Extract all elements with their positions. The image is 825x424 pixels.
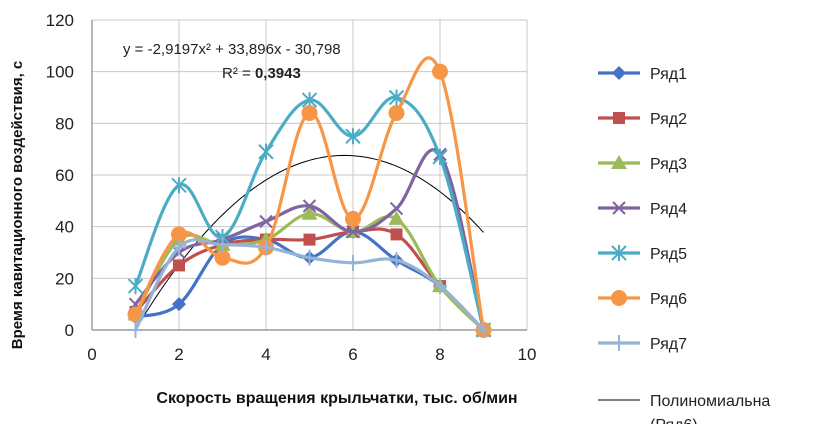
y-axis-label: Время кавитационного воздействия, с (9, 61, 26, 350)
x-tick-label: 10 (518, 345, 537, 364)
data-point (346, 254, 360, 271)
legend-item: Ряд2 (598, 111, 687, 128)
data-point (215, 236, 230, 253)
y-tick-label: 20 (55, 269, 74, 288)
legend-label: Ряд7 (650, 336, 687, 353)
x-axis-label: Скорость вращения крыльчатки, тыс. об/ми… (156, 390, 517, 407)
legend-label: Ряд2 (650, 111, 687, 128)
y-tick-label: 120 (46, 11, 74, 30)
data-point (173, 259, 185, 272)
data-point (303, 233, 316, 246)
legend-marker (612, 335, 626, 351)
trendline-equation-text: y = -2,9197x² + 33,896x - 30,798 (123, 41, 341, 58)
legend-item: Ряд3 (598, 155, 687, 173)
legend-label: Ряд1 (650, 66, 687, 83)
legend-item: Ряд4 (598, 201, 687, 218)
x-tick-label: 8 (435, 345, 444, 364)
data-point (259, 214, 273, 229)
y-tick-label: 0 (65, 321, 74, 340)
data-point (433, 278, 447, 295)
data-point (476, 322, 491, 338)
legend-label: Ряд6 (650, 291, 687, 308)
series-layer (127, 56, 492, 338)
data-point (171, 177, 187, 194)
x-tick-label: 6 (348, 345, 357, 364)
data-point (302, 199, 317, 213)
data-point (128, 322, 143, 338)
series-5 (127, 89, 492, 338)
legend-label: Ряд4 (650, 201, 687, 218)
data-point (432, 63, 448, 80)
series-7 (128, 236, 491, 338)
x-tick-label: 0 (87, 345, 96, 364)
data-point (127, 278, 144, 295)
data-point (301, 105, 318, 121)
legend-item: Ряд6 (598, 290, 687, 308)
data-point (171, 226, 187, 243)
legend-marker (613, 112, 625, 124)
y-tick-label: 100 (46, 63, 74, 82)
data-point (301, 205, 318, 220)
legend-label: Полиномиальна (650, 393, 770, 410)
legend-label: (Ряд6) (650, 417, 698, 424)
legend-item: Ряд5 (598, 245, 687, 263)
y-tick-label: 60 (55, 166, 74, 185)
legend: Ряд1 Ряд2 Ряд3 Ряд4 Ряд5 Ряд6 Ряд7 Полиномиальн… (598, 66, 770, 424)
data-point (172, 239, 186, 256)
legend-marker (611, 290, 627, 306)
y-tick-label: 80 (55, 114, 74, 133)
legend-item: Ряд1 (598, 66, 687, 83)
data-point (172, 297, 186, 312)
legend-marker (612, 201, 626, 215)
data-point (388, 105, 405, 121)
data-point (345, 128, 361, 145)
legend-item: Ряд7 (598, 335, 687, 353)
legend-marker (611, 245, 627, 261)
x-tick-label: 4 (261, 345, 270, 364)
y-tick-label: 40 (55, 218, 74, 237)
trendline-r2-value: 0,3943 (255, 65, 301, 82)
data-point (389, 252, 404, 269)
x-tick-label: 2 (174, 345, 183, 364)
trendline-r2: R² = 0,3943 (222, 65, 301, 82)
trendline-equation: y = -2,9197x² + 33,896x - 30,798 R² = 0,… (123, 41, 341, 82)
legend-item-trendline: Полиномиальна (Ряд6) (598, 393, 770, 424)
data-point (389, 201, 404, 216)
data-point (214, 249, 231, 266)
data-point (258, 143, 274, 160)
data-point (346, 225, 360, 239)
series-6 (127, 56, 492, 338)
trendline-r2-label: R² = (222, 65, 255, 82)
data-point (345, 210, 361, 227)
data-point (390, 228, 403, 241)
legend-marker (612, 66, 626, 80)
legend-label: Ряд5 (650, 246, 687, 263)
grid (91, 19, 528, 331)
legend-marker (611, 155, 627, 169)
data-point (259, 239, 273, 256)
data-point (388, 210, 405, 225)
data-point (432, 148, 448, 165)
legend-label: Ряд3 (650, 156, 687, 173)
data-point (302, 249, 317, 266)
